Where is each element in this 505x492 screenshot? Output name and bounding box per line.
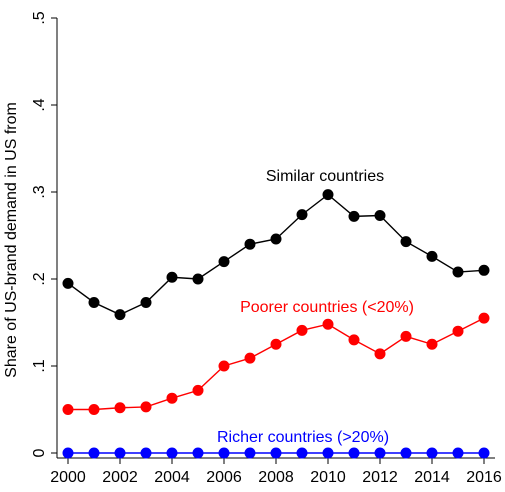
data-point [140,447,152,459]
x-tick-label: 2006 [206,469,242,486]
data-point [62,447,74,459]
data-point [374,209,386,221]
y-tick-label: .4 [31,98,48,111]
data-point [62,277,74,289]
x-tick-label: 2000 [50,469,86,486]
data-point [218,360,230,372]
data-point [478,447,490,459]
data-point [348,447,360,459]
y-tick-label: .5 [31,11,48,24]
data-point [400,236,412,248]
data-point [166,392,178,404]
data-point [296,209,308,221]
data-point [114,309,126,321]
data-point [270,338,282,350]
data-point [218,447,230,459]
data-point [62,404,74,415]
data-point [166,271,178,283]
data-point [244,352,256,364]
data-point [88,447,100,459]
data-point [322,447,334,459]
data-point [114,402,126,414]
y-tick-label: 0 [31,448,48,457]
data-point [140,296,152,308]
data-point [452,447,464,459]
data-point [166,447,178,459]
data-point [322,318,334,330]
series-label-poorer: Poorer countries (<20%) [240,299,414,316]
data-point [426,338,438,350]
data-point [400,447,412,459]
series-label-richer: Richer countries (>20%) [217,429,389,446]
data-point [478,264,490,276]
data-point [374,447,386,459]
data-point [296,447,308,459]
data-point [296,324,308,336]
data-point [322,189,334,201]
y-axis-label: Share of US-brand demand in US from [3,102,20,378]
data-point [114,447,126,459]
data-point [192,447,204,459]
data-point [348,334,360,346]
data-point [244,238,256,250]
y-ticks: 0 .1 .2 .3 .4 .5 [31,11,57,457]
data-point [140,401,152,413]
series-layer [62,189,490,459]
data-point [452,325,464,337]
data-point [88,296,100,308]
data-point [192,384,204,396]
x-tick-label: 2014 [414,469,450,486]
y-tick-label: .3 [31,185,48,198]
data-point [452,266,464,278]
series-label-similar: Similar countries [266,168,384,185]
x-tick-label: 2010 [310,469,346,486]
data-point [270,447,282,459]
data-point [244,447,256,459]
x-tick-label: 2002 [102,469,138,486]
data-point [400,330,412,342]
x-tick-label: 2008 [258,469,294,486]
data-point [426,250,438,262]
x-tick-label: 2016 [466,469,502,486]
data-point [348,210,360,222]
x-ticks: 2000 2002 2004 2006 2008 2010 2012 2014 2016 [50,458,502,486]
data-point [426,447,438,459]
data-point [192,273,204,285]
x-tick-label: 2012 [362,469,398,486]
data-point [88,404,100,415]
data-point [478,312,490,324]
data-point [374,348,386,360]
y-tick-label: .2 [31,272,48,285]
series-labels: Similar countries Poorer countries (<20%… [217,168,414,446]
data-point [218,256,230,268]
data-point [270,233,282,245]
series-line-1 [68,317,485,411]
x-tick-label: 2004 [154,469,190,486]
y-tick-label: .1 [31,359,48,372]
series-line-0 [67,193,485,316]
